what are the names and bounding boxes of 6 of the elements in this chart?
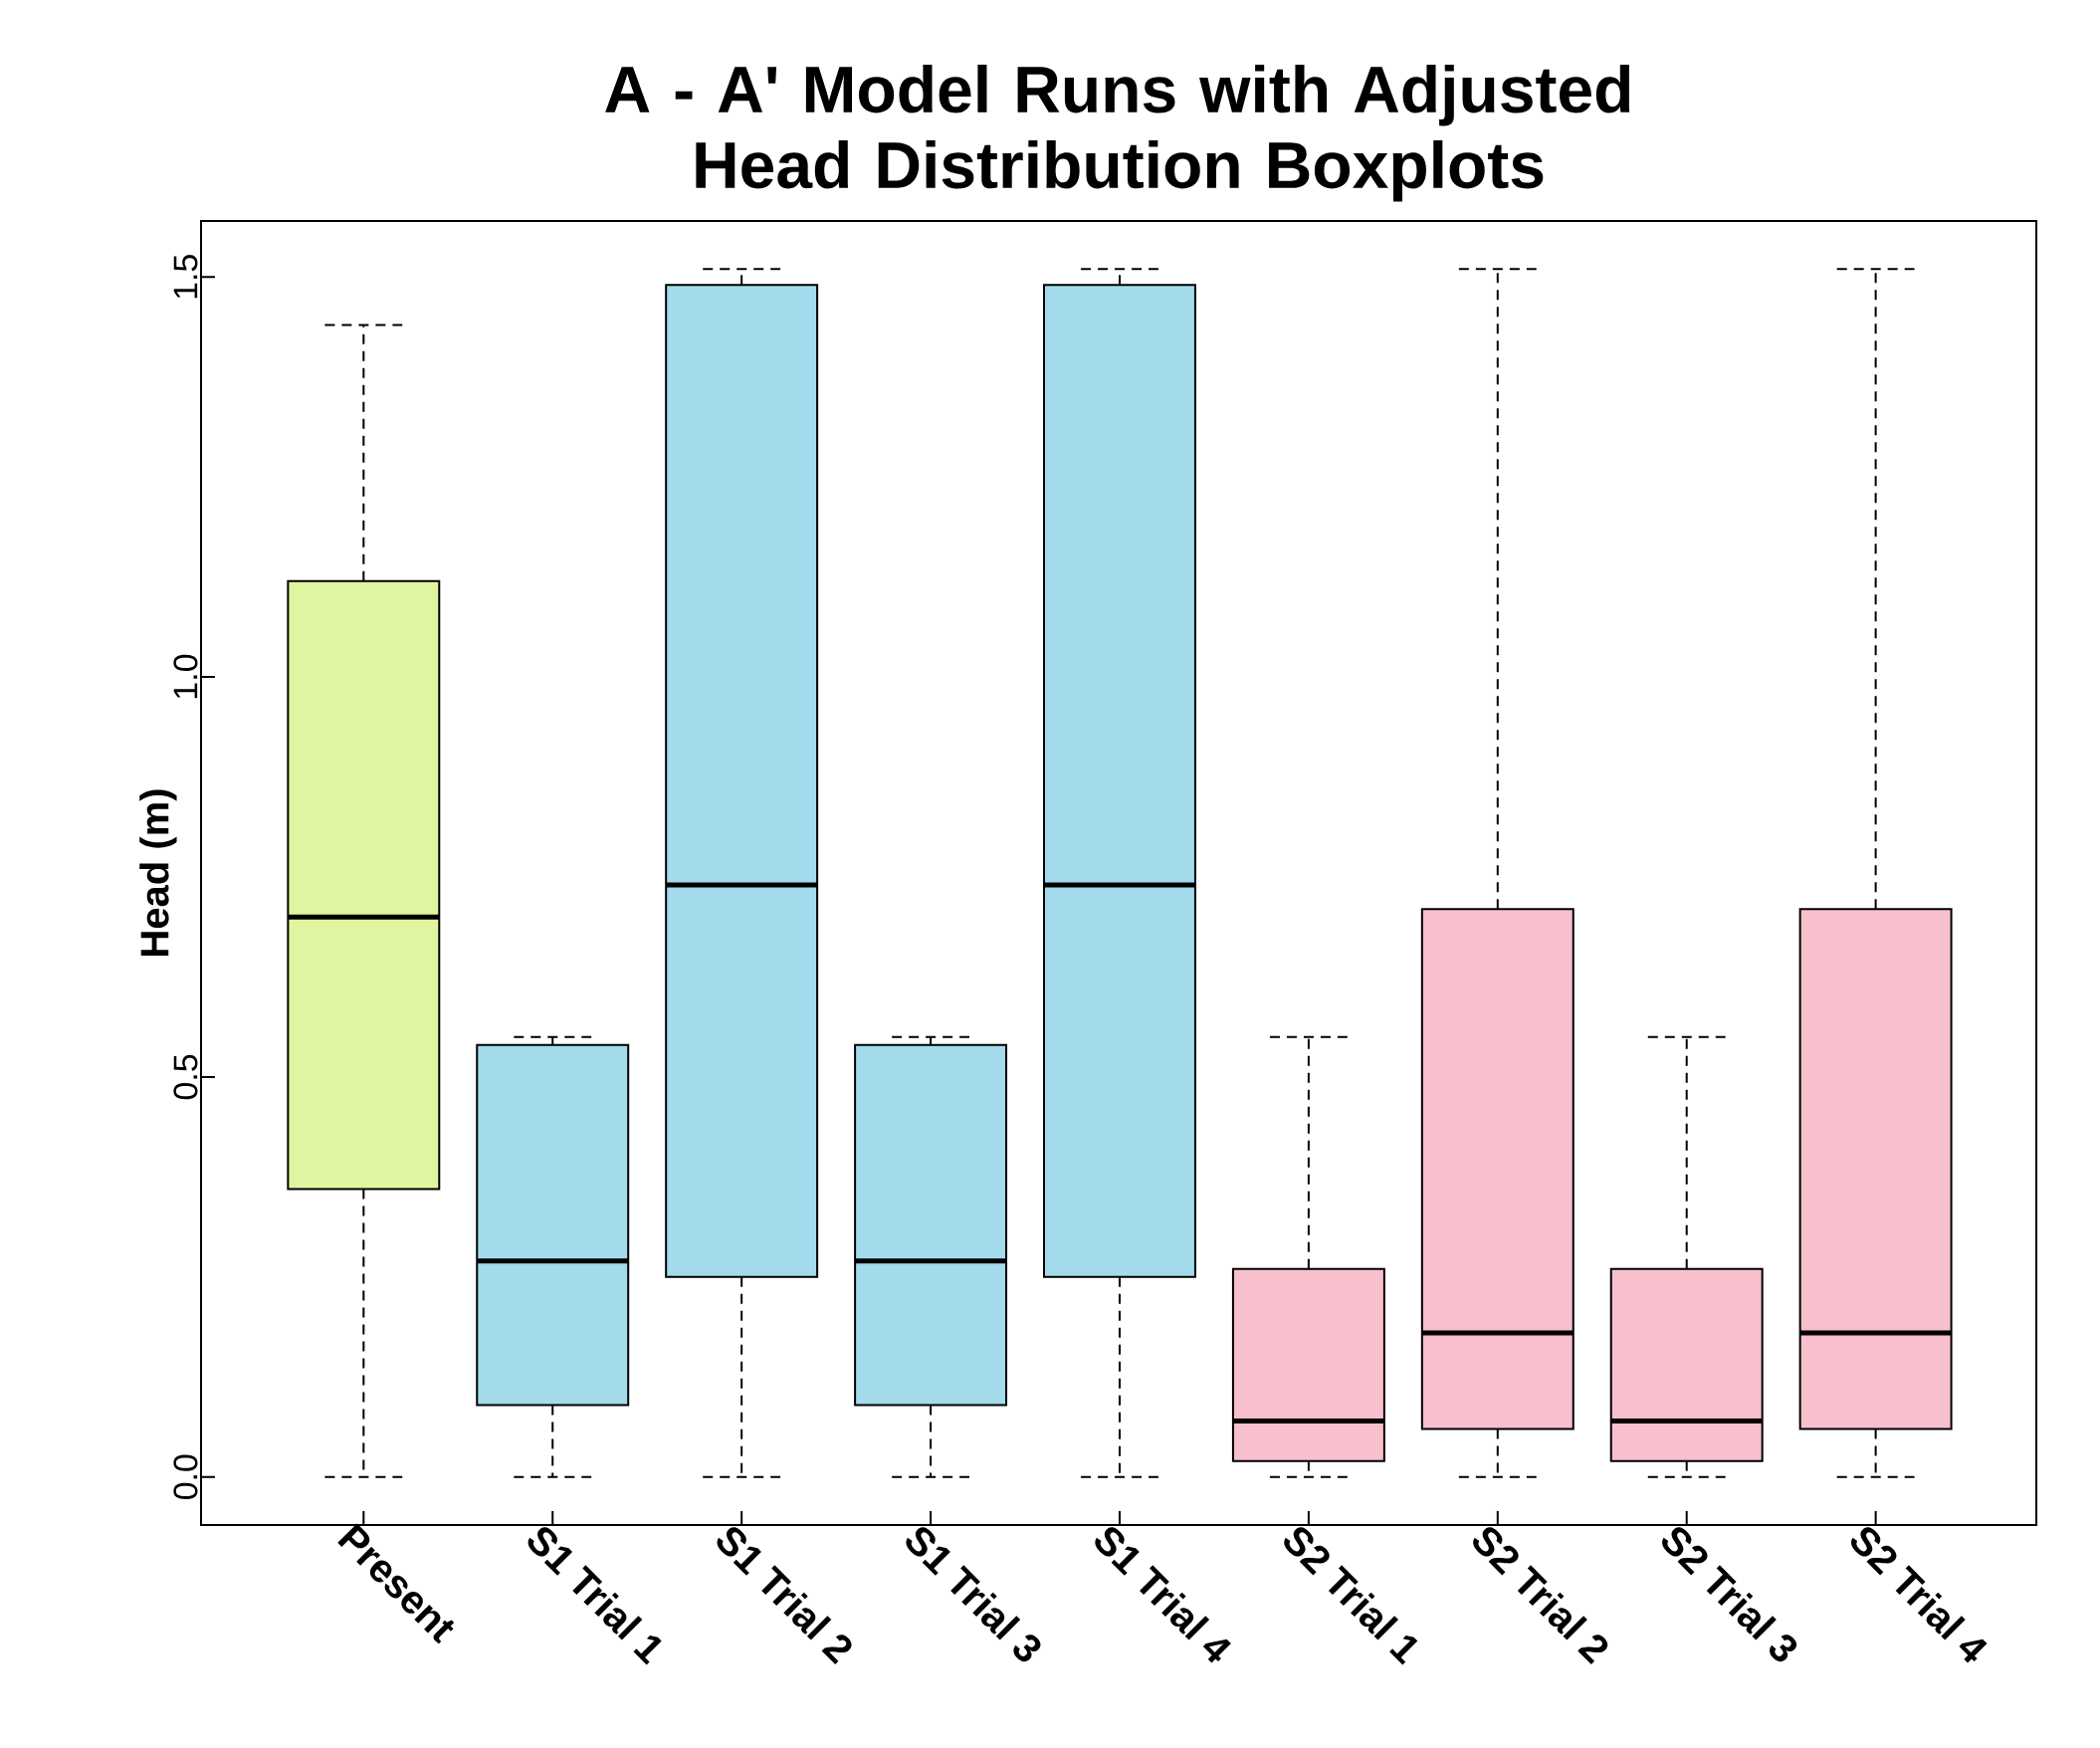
y-axis-title: Head (m) — [139, 789, 177, 956]
y-tick-label: 1.0 — [173, 654, 198, 699]
y-tick-label: 0.0 — [173, 1454, 198, 1500]
y-tick-label: 1.5 — [173, 255, 198, 299]
chart-title: A - A' Model Runs with Adjusted Head Distribution Boxplots — [605, 64, 1630, 202]
y-tick-label: 0.5 — [173, 1054, 198, 1100]
